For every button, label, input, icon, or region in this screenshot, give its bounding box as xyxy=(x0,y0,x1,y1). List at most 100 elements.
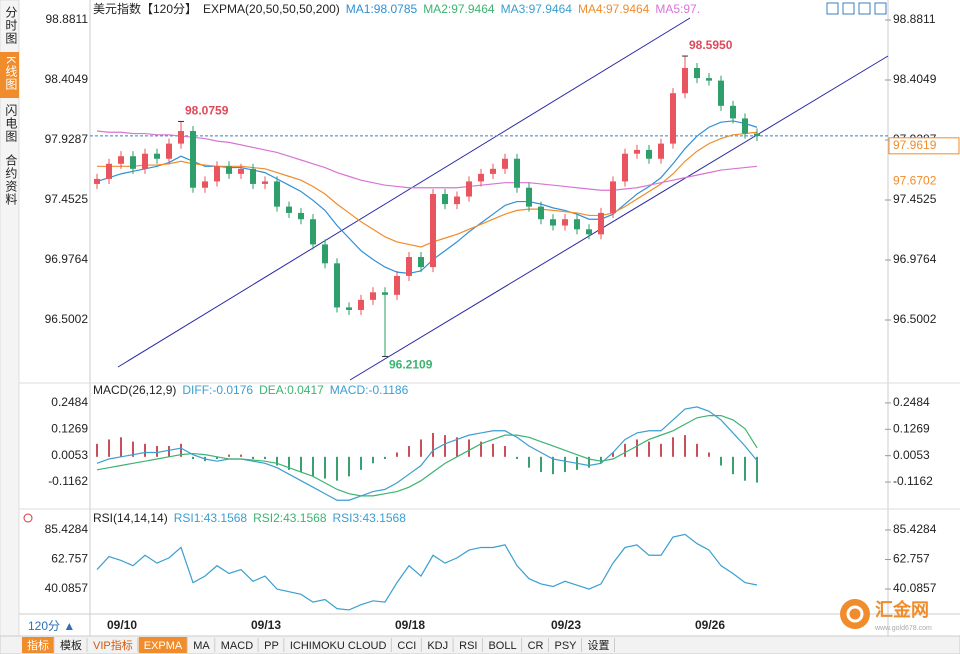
indicator-tab[interactable]: EXPMA xyxy=(144,640,183,652)
candle-body xyxy=(310,219,316,245)
candle-body xyxy=(742,118,748,134)
macd-bar xyxy=(240,454,242,457)
candle-body xyxy=(598,212,604,235)
indicator-tabs: 指标 模板 VIP指标 EXPMA MA MACD PP ICHIMOKU CLOUD CCI K… xyxy=(22,637,616,653)
y-tick-label: 97.9287 xyxy=(45,132,89,146)
indicator-tab[interactable]: ICHIMOKU CLOUD xyxy=(290,640,387,652)
channel-line[interactable] xyxy=(117,17,691,368)
candle-body xyxy=(214,166,220,182)
tab-bg xyxy=(55,637,87,653)
macd-bar xyxy=(288,456,290,470)
indicator-tab[interactable]: MACD xyxy=(221,640,253,652)
macd-bar xyxy=(144,443,146,457)
sidebar-tab[interactable]: 分时图 xyxy=(4,6,18,45)
sidebar-tab[interactable]: 闪电图 xyxy=(4,104,18,143)
macd-bar xyxy=(228,454,230,457)
tab-bg xyxy=(422,637,454,653)
candle-body xyxy=(430,194,436,268)
macd-bar xyxy=(468,439,470,457)
indicator-tab[interactable]: BOLL xyxy=(488,640,516,652)
macd-bar xyxy=(432,432,434,457)
icon-zoom-out[interactable] xyxy=(858,2,871,15)
indicator-tab[interactable]: CR xyxy=(528,640,544,652)
x-tick-label: 09/13 xyxy=(251,618,281,632)
macd-bar xyxy=(516,456,518,459)
legend-item: MACD(26,12,9) xyxy=(93,383,176,397)
candle-body xyxy=(538,206,544,220)
sidebar-tab[interactable]: K线图 xyxy=(4,56,18,91)
indicator-tab[interactable]: KDJ xyxy=(427,640,448,652)
candle-body xyxy=(346,307,352,310)
indicator-tab[interactable]: 设置 xyxy=(588,639,610,652)
y-tick-label-right: 96.5002 xyxy=(893,312,937,326)
y-tick-label-right: 0.1269 xyxy=(893,421,930,435)
macd-bar xyxy=(612,452,614,457)
indicator-tab[interactable]: 模板 xyxy=(60,638,82,652)
channel-line[interactable] xyxy=(349,55,889,381)
macd-bar xyxy=(192,456,194,459)
macd-bar xyxy=(360,456,362,470)
candle-body xyxy=(166,143,172,159)
icon-fullscreen[interactable] xyxy=(874,2,887,15)
indicator-tab[interactable]: PSY xyxy=(555,640,578,652)
tab-bg xyxy=(215,637,259,653)
x-tick-label: 09/23 xyxy=(551,618,581,632)
y-tick-label-right: 97.4525 xyxy=(893,192,937,206)
period-selector[interactable]: 120分 ▲ xyxy=(28,619,75,633)
macd-bar xyxy=(624,443,626,457)
extreme-label: 98.0759 xyxy=(185,104,229,118)
macd-bar xyxy=(756,456,758,483)
tab-bg xyxy=(188,637,215,653)
indicator-tab[interactable]: VIP指标 xyxy=(93,638,133,652)
legend-item: RSI1:43.1568 xyxy=(174,511,248,525)
y-tick-label: 62.757 xyxy=(51,552,88,566)
indicator-tab[interactable]: MA xyxy=(193,640,210,652)
candle-body xyxy=(706,78,712,81)
macd-bar xyxy=(96,443,98,457)
indicator-tab[interactable]: RSI xyxy=(459,640,477,652)
candle-body xyxy=(646,149,652,159)
sidebar-tab[interactable]: 合约资料 xyxy=(4,153,18,206)
y-tick-label-right: 62.757 xyxy=(893,552,930,566)
candle-body xyxy=(634,149,640,154)
candle-body xyxy=(178,131,184,144)
macd-bar xyxy=(540,456,542,473)
icon-zoom-in[interactable] xyxy=(842,2,855,15)
extreme-label: 98.5950 xyxy=(689,38,733,52)
icon-move[interactable] xyxy=(826,2,839,15)
macd-bar xyxy=(132,441,134,457)
macd-bar xyxy=(528,456,530,468)
tab-bg xyxy=(284,637,392,653)
candle-body xyxy=(334,263,340,308)
indicator-tab[interactable]: CCI xyxy=(397,640,416,652)
candle-body xyxy=(550,219,556,226)
candle-body xyxy=(586,229,592,235)
tab-bg xyxy=(259,637,284,653)
y-tick-label: 0.2484 xyxy=(51,395,88,409)
tab-bg xyxy=(138,637,188,653)
macd-bar xyxy=(276,456,278,466)
y-tick-label: 0.0053 xyxy=(51,448,88,462)
candle-body xyxy=(262,181,268,184)
macd-line xyxy=(96,406,758,501)
macd-bar xyxy=(660,443,662,457)
legend-item: MA3:97.9464 xyxy=(501,2,573,16)
macd-bar xyxy=(720,456,722,466)
moving-average-line xyxy=(96,130,758,191)
y-tick-label-right: 0.0053 xyxy=(893,448,930,462)
y-tick-label-right: 85.4284 xyxy=(893,522,937,536)
macd-bar xyxy=(180,443,182,457)
candle-body xyxy=(658,143,664,159)
y-tick-label: 96.5002 xyxy=(45,312,89,326)
candle-body xyxy=(322,244,328,264)
indicator-tab[interactable]: 指标 xyxy=(27,638,49,652)
macd-bar xyxy=(672,437,674,457)
settings-icon[interactable] xyxy=(23,513,33,523)
macd-bar xyxy=(252,456,254,459)
macd-bar xyxy=(708,452,710,457)
macd-bar xyxy=(456,437,458,457)
candle-body xyxy=(202,181,208,188)
tab-bg xyxy=(22,637,54,653)
indicator-tab[interactable]: PP xyxy=(264,640,279,652)
